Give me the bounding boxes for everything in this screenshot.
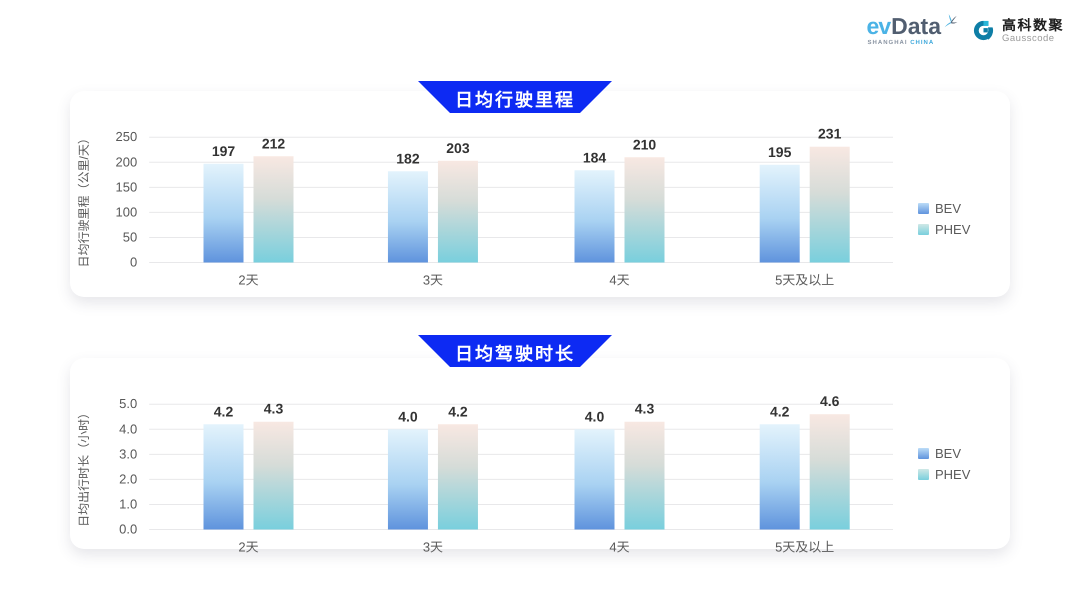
svg-text:100: 100 [115, 204, 137, 219]
svg-text:4.2: 4.2 [770, 403, 790, 419]
svg-text:212: 212 [262, 135, 286, 151]
svg-text:250: 250 [115, 129, 137, 144]
svg-text:2天: 2天 [238, 540, 258, 555]
svg-text:200: 200 [115, 154, 137, 169]
svg-text:1.0: 1.0 [119, 496, 137, 511]
svg-text:50: 50 [123, 229, 137, 244]
svg-text:4.6: 4.6 [820, 393, 840, 409]
svg-text:4.2: 4.2 [214, 403, 234, 419]
svg-text:231: 231 [818, 126, 842, 142]
svg-text:3天: 3天 [423, 540, 443, 555]
svg-text:5天及以上: 5天及以上 [775, 540, 834, 555]
svg-text:4.0: 4.0 [119, 421, 137, 436]
svg-text:4天: 4天 [609, 540, 629, 555]
svg-text:日均出行时长（小时）: 日均出行时长（小时） [77, 407, 91, 527]
svg-text:日均行驶里程（公里/天）: 日均行驶里程（公里/天） [77, 132, 91, 267]
svg-text:4.0: 4.0 [585, 408, 605, 424]
svg-text:210: 210 [633, 136, 657, 152]
svg-text:5天及以上: 5天及以上 [775, 273, 834, 288]
svg-text:4.0: 4.0 [398, 408, 418, 424]
svg-text:182: 182 [396, 150, 420, 166]
svg-text:195: 195 [768, 144, 792, 160]
svg-text:203: 203 [446, 140, 470, 156]
svg-text:3天: 3天 [423, 273, 443, 288]
svg-text:2.0: 2.0 [119, 471, 137, 486]
svg-text:0: 0 [130, 255, 137, 270]
svg-text:4天: 4天 [609, 273, 629, 288]
svg-text:150: 150 [115, 179, 137, 194]
svg-text:3.0: 3.0 [119, 446, 137, 461]
svg-text:2天: 2天 [238, 273, 258, 288]
svg-text:184: 184 [583, 149, 607, 165]
svg-text:4.3: 4.3 [635, 401, 655, 417]
svg-text:5.0: 5.0 [119, 396, 137, 411]
svg-text:0.0: 0.0 [119, 522, 137, 537]
svg-text:197: 197 [212, 143, 236, 159]
svg-text:4.3: 4.3 [264, 401, 284, 417]
svg-text:4.2: 4.2 [448, 403, 468, 419]
